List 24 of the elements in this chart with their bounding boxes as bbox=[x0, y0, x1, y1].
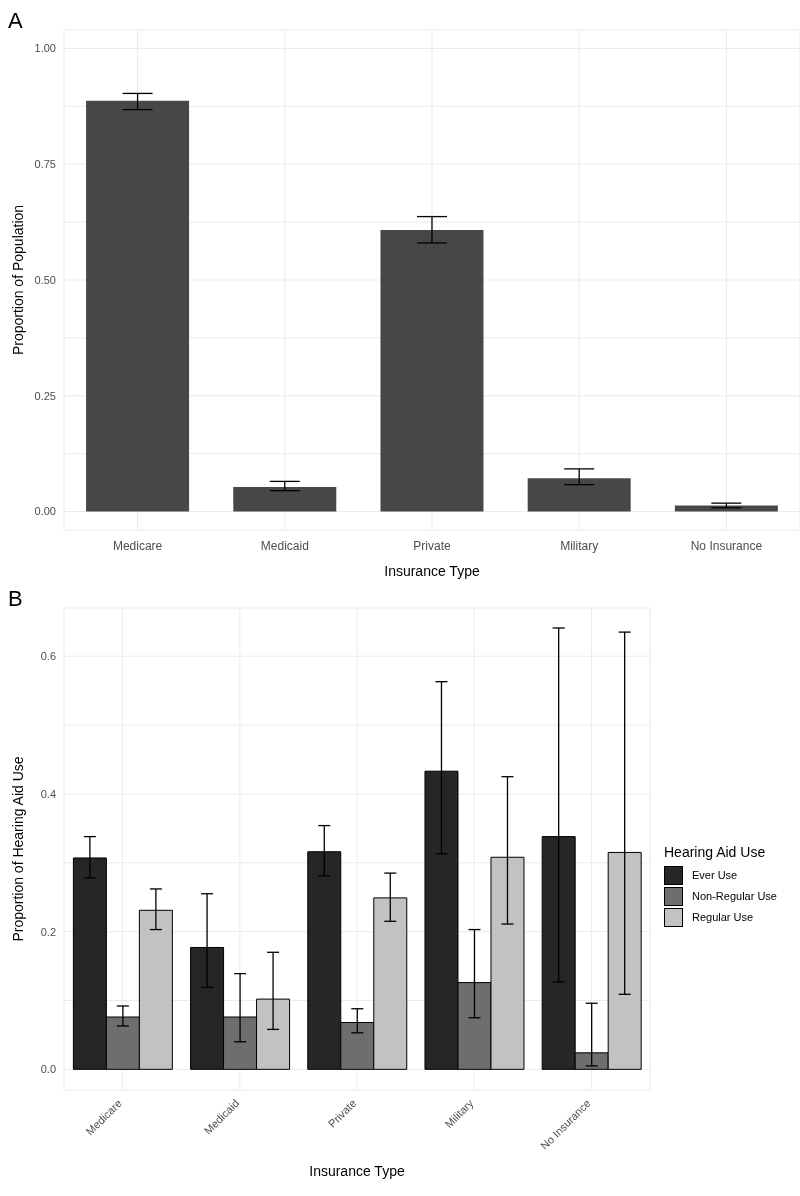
legend-label: Non-Regular Use bbox=[692, 890, 777, 902]
text: B bbox=[8, 586, 23, 612]
y-tick-label: 0.6 bbox=[40, 650, 56, 663]
x-tick-label: No Insurance bbox=[690, 539, 763, 553]
legend-label: Ever Use bbox=[692, 869, 738, 881]
x-tick-label: Private bbox=[413, 539, 451, 553]
x-tick-label: Medicaid bbox=[260, 539, 309, 553]
legend-title: Hearing Aid Use bbox=[664, 843, 767, 860]
y-axis-title: Proportion of Hearing Aid Use bbox=[9, 756, 26, 942]
legend-label: Regular Use bbox=[692, 911, 754, 923]
x-tick-label: Medicare bbox=[112, 539, 163, 553]
y-tick-label: 0.2 bbox=[40, 925, 56, 938]
y-tick-label: 0.4 bbox=[40, 787, 56, 800]
y-axis-title: Proportion of Population bbox=[9, 204, 26, 356]
y-tick-label: 0.50 bbox=[34, 273, 56, 286]
y-tick-label: 1.00 bbox=[34, 42, 56, 55]
text: A bbox=[8, 8, 23, 34]
x-tick-label: Military bbox=[560, 539, 599, 553]
y-tick-label: 0.0 bbox=[40, 1063, 56, 1076]
x-axis-title: Insurance Type bbox=[384, 563, 480, 579]
x-axis-title: Insurance Type bbox=[309, 1163, 405, 1179]
y-tick-label: 0.25 bbox=[34, 389, 56, 402]
y-tick-label: 0.00 bbox=[34, 505, 56, 518]
y-tick-label: 0.75 bbox=[34, 158, 56, 171]
